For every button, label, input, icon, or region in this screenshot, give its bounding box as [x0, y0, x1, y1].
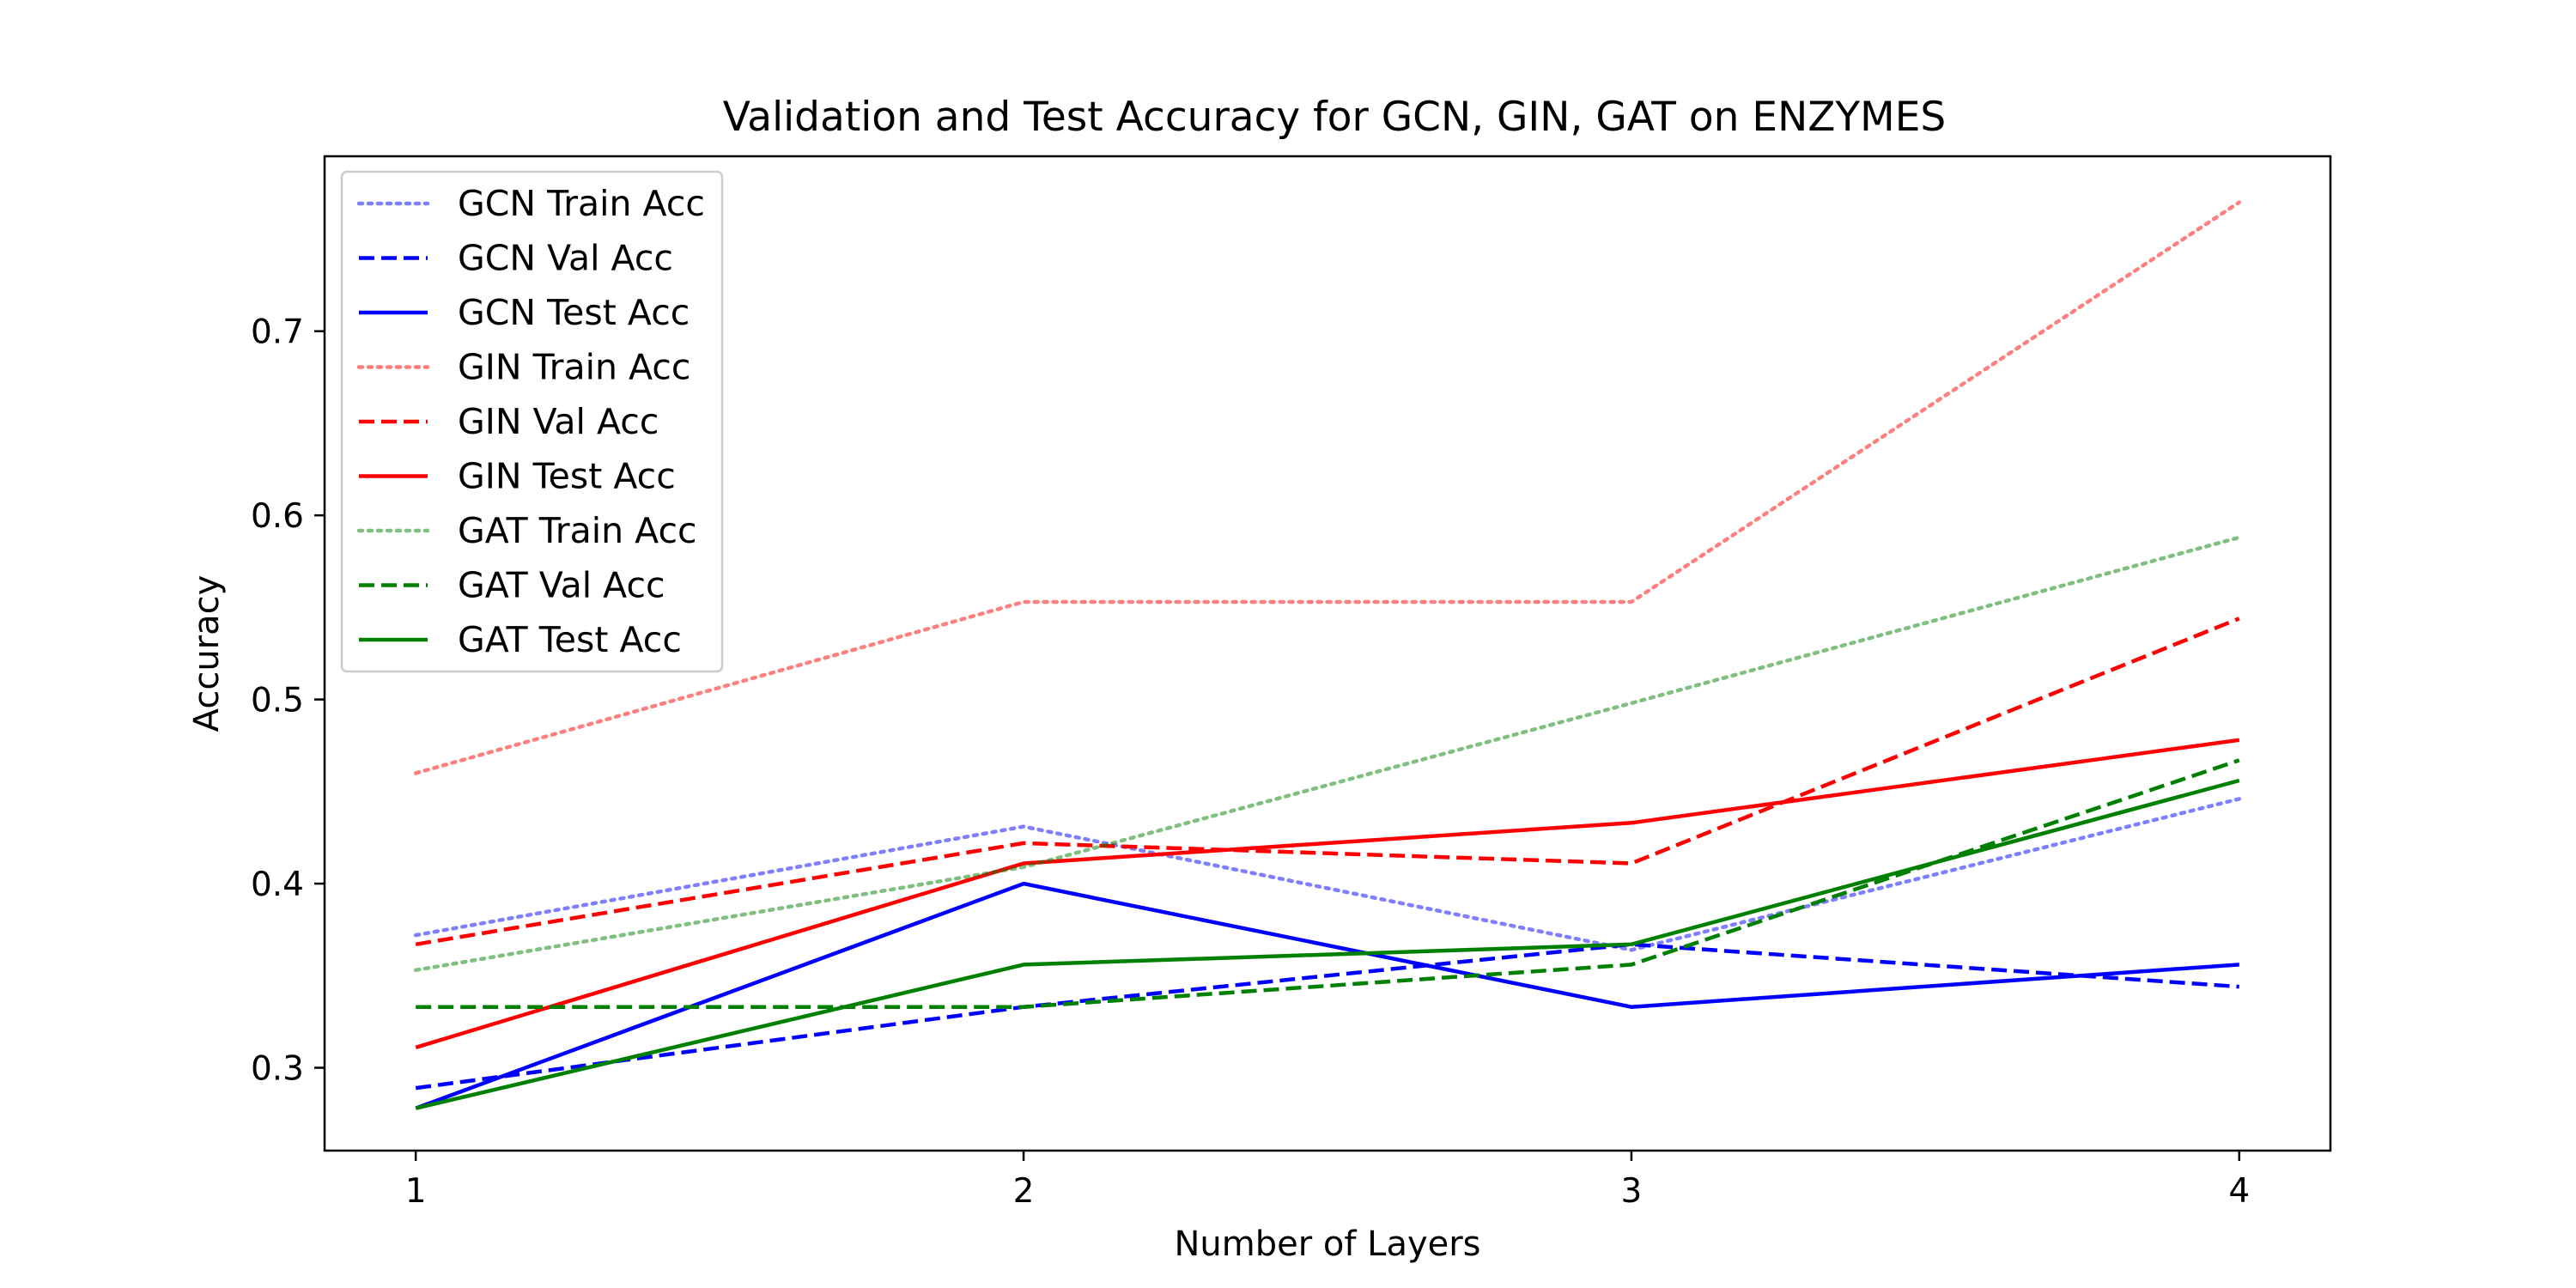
legend-box — [340, 170, 724, 673]
legend-label: GIN Train Acc — [458, 347, 690, 388]
legend-label: GCN Val Acc — [458, 238, 673, 279]
x-axis-label: Number of Layers — [1174, 1224, 1480, 1264]
series-line-gat-val-acc — [416, 758, 2240, 1009]
y-axis-ticks: 0.3 0.4 0.5 0.6 0.7 — [251, 313, 325, 1089]
legend-label: GCN Train Acc — [458, 183, 705, 224]
y-tick-label: 0.6 — [251, 497, 304, 536]
series-line-gin-train-acc — [413, 200, 2242, 775]
series-line-gcn-val-acc — [415, 942, 2239, 1091]
series-line-gcn-test-acc — [415, 881, 2239, 1110]
legend-label: GCN Test Acc — [458, 292, 690, 333]
legend-label: GAT Train Acc — [458, 510, 697, 551]
x-axis-ticks: 1 2 3 4 — [405, 1151, 2250, 1211]
chart-title: Validation and Test Accuracy for GCN, GI… — [723, 94, 1946, 141]
legend-items: GCN Train Acc GCN Val Acc GCN Test Acc GIN … — [356, 183, 705, 660]
x-tick-label: 2 — [1013, 1172, 1035, 1211]
legend-label: GAT Val Acc — [458, 565, 665, 606]
y-axis-label: Accuracy — [187, 575, 227, 732]
series-line-gcn-train-acc — [413, 797, 2242, 952]
series-line-gin-test-acc — [415, 738, 2240, 1050]
y-tick-label: 0.4 — [251, 866, 304, 904]
legend-label: GIN Val Acc — [458, 401, 659, 442]
series-line-gat-test-acc — [415, 778, 2240, 1110]
legend: GCN Train Acc GCN Val Acc GCN Test Acc GIN … — [340, 170, 724, 673]
x-tick-label: 3 — [1621, 1172, 1643, 1211]
series-line-gin-val-acc — [415, 617, 2240, 947]
legend-label: GAT Test Acc — [458, 619, 682, 660]
legend-label: GIN Test Acc — [458, 456, 676, 497]
x-tick-label: 1 — [405, 1172, 427, 1211]
y-tick-label: 0.3 — [251, 1050, 304, 1089]
plot-frame — [323, 155, 2332, 1152]
series-line-gat-train-acc — [413, 535, 2242, 973]
y-tick-label: 0.5 — [251, 682, 304, 720]
y-tick-label: 0.7 — [251, 313, 304, 352]
x-tick-label: 4 — [2228, 1172, 2250, 1211]
series-layer — [413, 200, 2242, 1110]
